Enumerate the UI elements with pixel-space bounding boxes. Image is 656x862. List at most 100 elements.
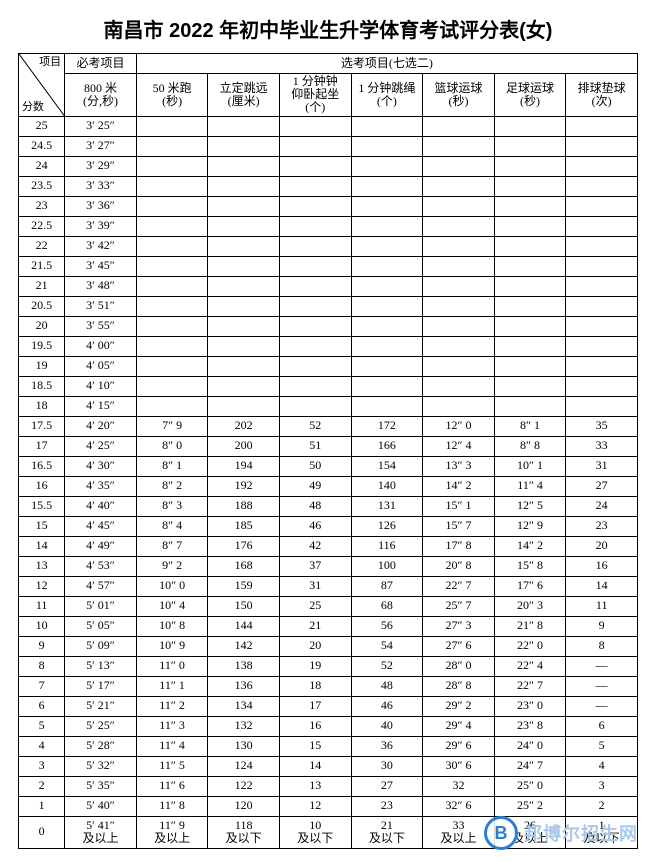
cell-e6: [494, 116, 566, 136]
cell-e1: 10″ 8: [136, 616, 208, 636]
cell-e5: 27″ 3: [423, 616, 495, 636]
cell-req: 4′ 57″: [65, 576, 137, 596]
cell-e2: 176: [208, 536, 280, 556]
cell-e1: [136, 116, 208, 136]
cell-e4: 68: [351, 596, 423, 616]
cell-e5: 29″ 4: [423, 716, 495, 736]
cell-e3: 14: [279, 756, 351, 776]
cell-e2: [208, 376, 280, 396]
table-row: 164′ 35″8″ 21924914014″ 211″ 427: [19, 476, 638, 496]
cell-req: 4′ 53″: [65, 556, 137, 576]
cell-score: 24: [19, 156, 65, 176]
cell-e3: 19: [279, 656, 351, 676]
table-row: 17.54′ 20″7″ 92025217212″ 08″ 135: [19, 416, 638, 436]
cell-e3: 20: [279, 636, 351, 656]
cell-e7: 14: [566, 576, 638, 596]
page-title: 南昌市 2022 年初中毕业生升学体育考试评分表(女): [0, 0, 656, 53]
cell-e1: 8″ 4: [136, 516, 208, 536]
cell-e7: [566, 236, 638, 256]
cell-e6: 8″ 1: [494, 416, 566, 436]
header-col-required: 800 米(分,秒): [65, 74, 137, 117]
table-container: 项目 分数 必考项目 选考项目(七选二) 800 米(分,秒) 50 米跑(秒)…: [0, 53, 656, 849]
cell-e4: [351, 136, 423, 156]
cell-e5: 17″ 8: [423, 536, 495, 556]
cell-e6: 22″ 4: [494, 656, 566, 676]
cell-e3: 31: [279, 576, 351, 596]
cell-e3: 37: [279, 556, 351, 576]
cell-e4: 126: [351, 516, 423, 536]
cell-score: 10: [19, 616, 65, 636]
cell-e5: 13″ 3: [423, 456, 495, 476]
cell-req: 4′ 40″: [65, 496, 137, 516]
cell-e5: 30″ 6: [423, 756, 495, 776]
cell-score: 4: [19, 736, 65, 756]
cell-e1: 11″ 3: [136, 716, 208, 736]
cell-e2: [208, 136, 280, 156]
cell-req: 5′ 17″: [65, 676, 137, 696]
cell-e3: [279, 156, 351, 176]
cell-e2: 150: [208, 596, 280, 616]
cell-e6: 12″ 5: [494, 496, 566, 516]
cell-req: 3′ 25″: [65, 116, 137, 136]
cell-e6: [494, 136, 566, 156]
cell-e3: 52: [279, 416, 351, 436]
table-row: 22.53′ 39″: [19, 216, 638, 236]
cell-e2: [208, 356, 280, 376]
cell-e6: 21″ 8: [494, 616, 566, 636]
cell-e5: 32″ 6: [423, 796, 495, 816]
cell-score: 20.5: [19, 296, 65, 316]
cell-e1: [136, 276, 208, 296]
cell-req: 3′ 33″: [65, 176, 137, 196]
cell-e4: [351, 116, 423, 136]
cell-e2: [208, 396, 280, 416]
cell-e1: [136, 256, 208, 276]
cell-e3: [279, 376, 351, 396]
cell-e5: [423, 296, 495, 316]
cell-e7: 9: [566, 616, 638, 636]
cell-e5: 29″ 6: [423, 736, 495, 756]
cell-score: 20: [19, 316, 65, 336]
cell-score: 22: [19, 236, 65, 256]
cell-e3: 18: [279, 676, 351, 696]
cell-e5: [423, 316, 495, 336]
cell-e2: 192: [208, 476, 280, 496]
cell-score: 8: [19, 656, 65, 676]
table-row: 95′ 09″10″ 9142205427″ 622″ 08: [19, 636, 638, 656]
cell-e6: [494, 256, 566, 276]
cell-e4: 87: [351, 576, 423, 596]
cell-e4: [351, 236, 423, 256]
cell-e6: 23″ 8: [494, 716, 566, 736]
cell-e2: [208, 216, 280, 236]
header-col-e1: 50 米跑(秒): [136, 74, 208, 117]
cell-e5: [423, 396, 495, 416]
cell-score: 3: [19, 756, 65, 776]
cell-e3: [279, 176, 351, 196]
cell-e5: 20″ 8: [423, 556, 495, 576]
cell-e5: 15″ 7: [423, 516, 495, 536]
table-row: 75′ 17″11″ 1136184828″ 822″ 7—: [19, 676, 638, 696]
cell-e1: 8″ 3: [136, 496, 208, 516]
cell-e6: [494, 356, 566, 376]
cell-e7: [566, 136, 638, 156]
cell-req: 3′ 29″: [65, 156, 137, 176]
cell-e1: 11″ 6: [136, 776, 208, 796]
cell-e3: [279, 396, 351, 416]
cell-e3: [279, 136, 351, 156]
cell-e7: 16: [566, 556, 638, 576]
cell-req: 3′ 42″: [65, 236, 137, 256]
cell-e5: [423, 216, 495, 236]
table-row: 65′ 21″11″ 2134174629″ 223″ 0—: [19, 696, 638, 716]
cell-score: 21: [19, 276, 65, 296]
cell-e7: [566, 256, 638, 276]
cell-e7: [566, 216, 638, 236]
cell-e4: 172: [351, 416, 423, 436]
cell-e5: [423, 276, 495, 296]
cell-score: 11: [19, 596, 65, 616]
cell-score: 12: [19, 576, 65, 596]
table-row: 20.53′ 51″: [19, 296, 638, 316]
cell-e3: 21: [279, 616, 351, 636]
header-col-e2: 立定跳远(厘米): [208, 74, 280, 117]
header-required-group: 必考项目: [65, 54, 137, 74]
cell-e2: 124: [208, 756, 280, 776]
cell-req: 4′ 00″: [65, 336, 137, 356]
